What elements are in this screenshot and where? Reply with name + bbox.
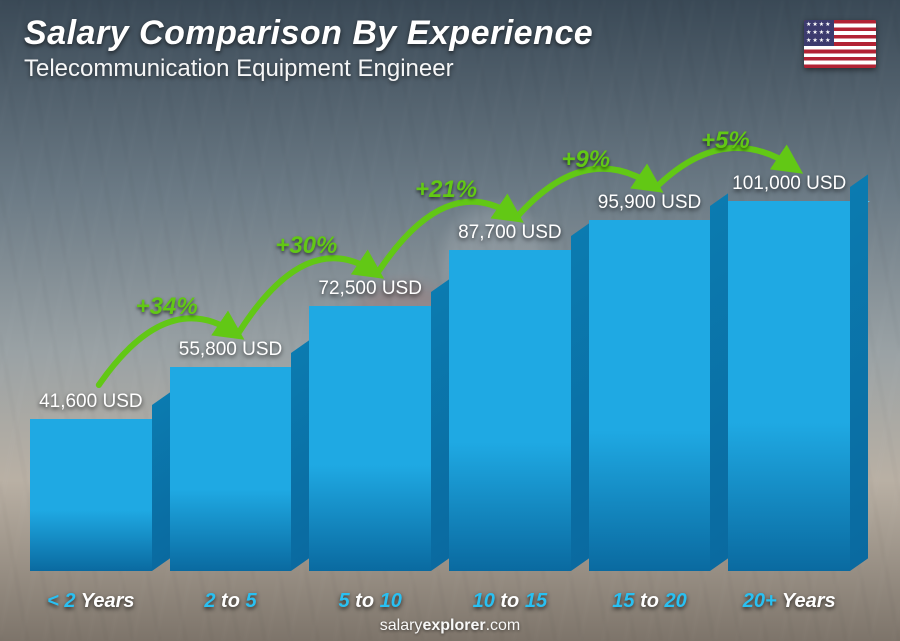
bar-col: 87,700 USD xyxy=(449,222,571,571)
x-tick: 20+ Years xyxy=(728,590,850,613)
bar-chart: 41,600 USD 55,800 USD 72,500 USD 87,700 USD… xyxy=(30,120,850,571)
bar-value-label: 72,500 USD xyxy=(318,278,422,300)
pct-label: +9% xyxy=(561,146,610,174)
chart-subtitle: Telecommunication Equipment Engineer xyxy=(24,55,593,83)
bar-3d xyxy=(309,306,431,571)
bar-col: 41,600 USD xyxy=(30,391,152,571)
pct-label: +5% xyxy=(701,127,750,155)
bar-3d xyxy=(30,419,152,571)
pct-label: +30% xyxy=(275,232,337,260)
bar-3d xyxy=(728,201,850,571)
bar-3d xyxy=(589,220,711,571)
bar-value-label: 41,600 USD xyxy=(39,391,143,413)
infographic-stage: Salary Comparison By Experience Telecomm… xyxy=(0,0,900,641)
bar-value-label: 101,000 USD xyxy=(732,173,846,195)
x-tick: < 2 Years xyxy=(30,590,152,613)
bar-col: 95,900 USD xyxy=(589,192,711,571)
chart-title: Salary Comparison By Experience xyxy=(24,14,593,53)
bar-3d xyxy=(449,250,571,571)
bar-value-label: 55,800 USD xyxy=(179,339,283,361)
x-tick: 10 to 15 xyxy=(449,590,571,613)
pct-label: +21% xyxy=(415,176,477,204)
footer-prefix: salary xyxy=(380,617,423,634)
x-tick: 2 to 5 xyxy=(170,590,292,613)
bar-value-label: 95,900 USD xyxy=(598,192,702,214)
title-block: Salary Comparison By Experience Telecomm… xyxy=(24,14,593,83)
footer-domain: explorer xyxy=(422,617,485,634)
source-footer: salaryexplorer.com xyxy=(0,617,900,635)
bar-col: 101,000 USD xyxy=(728,173,850,571)
bar-col: 55,800 USD xyxy=(170,339,292,571)
x-tick: 5 to 10 xyxy=(309,590,431,613)
x-tick: 15 to 20 xyxy=(589,590,711,613)
pct-label: +34% xyxy=(136,293,198,321)
x-axis: < 2 Years 2 to 5 5 to 10 10 to 15 15 to 20 20… xyxy=(30,590,850,613)
bar-3d xyxy=(170,367,292,571)
bar-col: 72,500 USD xyxy=(309,278,431,571)
bar-value-label: 87,700 USD xyxy=(458,222,562,244)
usa-flag-icon xyxy=(804,20,876,68)
footer-suffix: .com xyxy=(486,617,521,634)
